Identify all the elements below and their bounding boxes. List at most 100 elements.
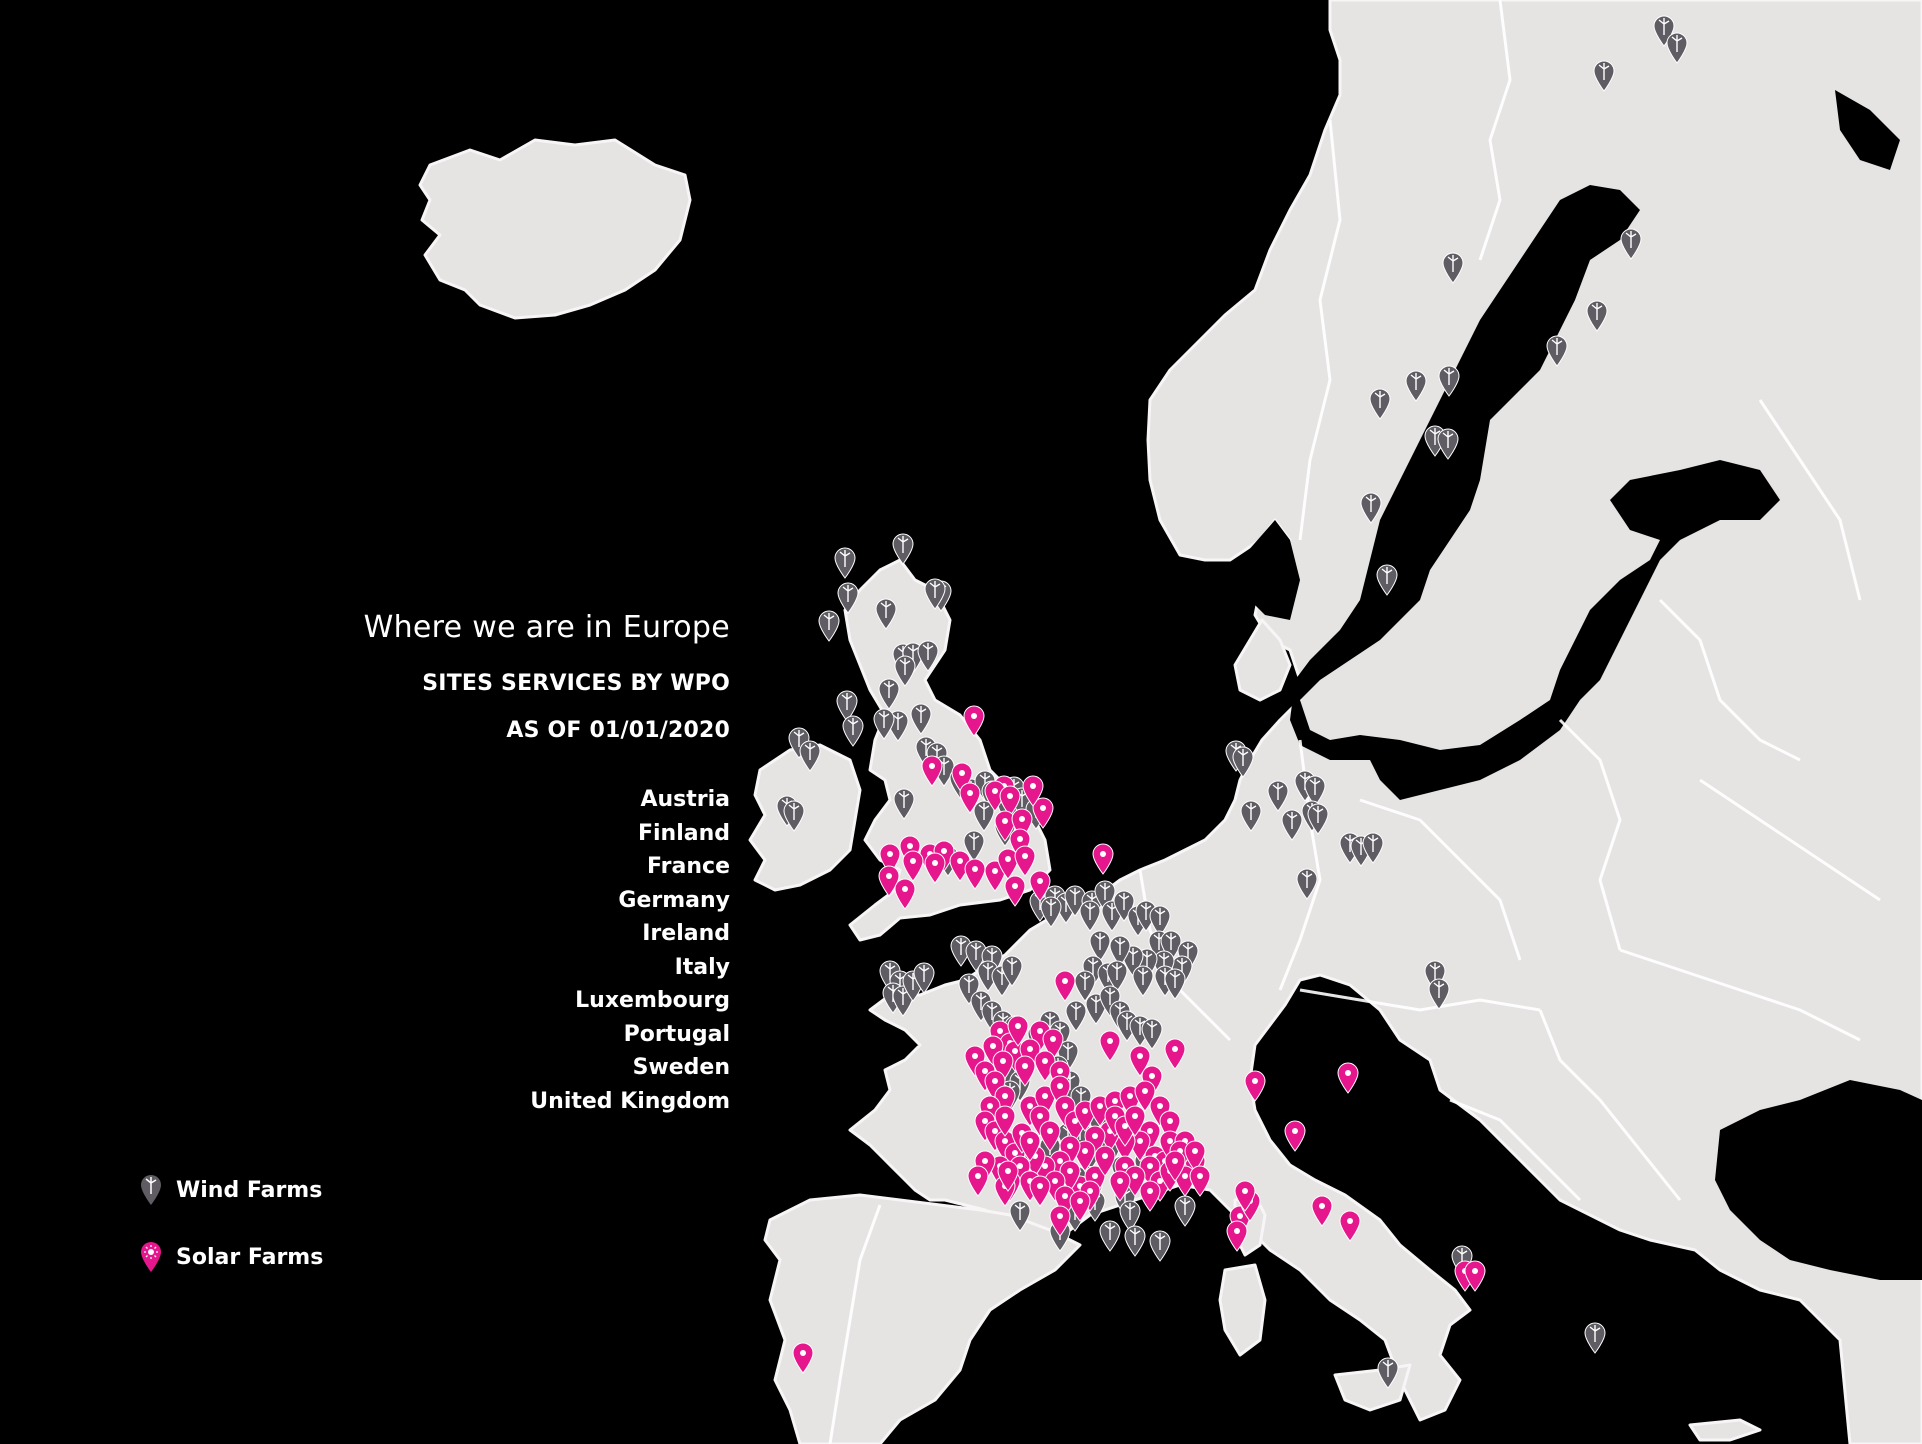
date-line: AS OF 01/01/2020 <box>506 718 730 743</box>
solar-marker <box>994 810 1016 842</box>
land-iceland <box>418 138 692 320</box>
solar-marker <box>1189 1165 1211 1197</box>
solar-marker <box>963 705 985 737</box>
solar-marker <box>1092 843 1114 875</box>
country-item: Ireland <box>642 921 730 946</box>
wind-marker <box>924 578 946 610</box>
legend-solar-label: Solar Farms <box>176 1244 324 1270</box>
solar-marker <box>1164 1150 1186 1182</box>
solar-marker <box>1284 1120 1306 1152</box>
wind-marker <box>1149 1230 1171 1262</box>
solar-marker <box>1464 1260 1486 1292</box>
sea-skagerrak <box>1240 520 1300 620</box>
sea-adriatic <box>1330 1050 1480 1215</box>
country-item: Austria <box>640 787 730 812</box>
wind-marker <box>977 960 999 992</box>
wind-marker <box>1149 905 1171 937</box>
solar-marker <box>1029 870 1051 902</box>
solar-marker <box>1109 1170 1131 1202</box>
country-borders <box>828 0 1881 1444</box>
wind-marker <box>1106 960 1128 992</box>
solar-marker <box>1014 845 1036 877</box>
solar-marker <box>1039 1120 1061 1152</box>
wind-marker <box>950 935 972 967</box>
wind-marker <box>1141 1018 1163 1050</box>
legend-wind: Wind Farms <box>140 1170 323 1210</box>
country-item: France <box>647 854 730 879</box>
solar-marker <box>994 1105 1016 1137</box>
wind-marker <box>1132 965 1154 997</box>
solar-marker <box>1007 1015 1029 1047</box>
solar-marker <box>1054 970 1076 1002</box>
wind-marker <box>1405 370 1427 402</box>
solar-marker <box>1099 1030 1121 1062</box>
site-markers <box>776 15 1688 1389</box>
solar-marker <box>1069 1190 1091 1222</box>
wind-marker <box>834 547 856 579</box>
solar-marker <box>1049 1205 1071 1237</box>
solar-marker <box>792 1342 814 1374</box>
page-title: Where we are in Europe <box>363 610 730 645</box>
wind-marker <box>875 598 897 630</box>
wind-marker <box>1174 1195 1196 1227</box>
solar-marker <box>1164 1038 1186 1070</box>
solar-marker <box>1311 1195 1333 1227</box>
country-item: Luxembourg <box>575 988 730 1013</box>
wind-marker <box>799 740 821 772</box>
solar-marker <box>959 782 981 814</box>
wind-marker <box>1438 365 1460 397</box>
solar-marker <box>1029 1175 1051 1207</box>
wind-marker <box>1437 428 1459 460</box>
solar-marker <box>1094 1145 1116 1177</box>
wind-marker <box>818 610 840 642</box>
solar-marker <box>1234 1180 1256 1212</box>
wind-marker <box>892 533 914 565</box>
wind-marker <box>1593 60 1615 92</box>
solar-marker <box>1014 1055 1036 1087</box>
wind-marker <box>963 830 985 862</box>
wind-marker <box>1119 1200 1141 1232</box>
solar-marker <box>1004 875 1026 907</box>
wind-marker <box>1074 970 1096 1002</box>
solar-marker <box>997 1160 1019 1192</box>
sea-white <box>1835 90 1900 170</box>
wind-marker <box>1666 32 1688 64</box>
legend-wind-label: Wind Farms <box>176 1177 323 1203</box>
land-denmark <box>1233 618 1292 702</box>
solar-marker <box>1139 1180 1161 1212</box>
solar-marker <box>1032 797 1054 829</box>
wind-marker <box>1079 900 1101 932</box>
land-ireland <box>748 743 862 892</box>
wind-marker <box>973 800 995 832</box>
solar-marker <box>894 878 916 910</box>
wind-marker <box>1296 868 1318 900</box>
country-item: Portugal <box>623 1021 730 1047</box>
country-item: Italy <box>674 954 730 980</box>
solar-marker <box>1124 1105 1146 1137</box>
solar-marker <box>967 1165 989 1197</box>
country-item: Sweden <box>632 1055 730 1080</box>
wind-marker <box>1099 1220 1121 1252</box>
wind-marker <box>1009 1200 1031 1232</box>
wind-marker <box>913 962 935 994</box>
solar-marker <box>924 852 946 884</box>
wind-marker <box>1376 564 1398 596</box>
wind-marker <box>1620 228 1642 260</box>
wind-marker <box>1546 335 1568 367</box>
country-list: Austria Finland France Germany Ireland I… <box>290 783 730 1118</box>
sea-black <box>1715 1080 1922 1280</box>
wind-marker <box>1377 1357 1399 1389</box>
wind-marker <box>1369 388 1391 420</box>
sea-aegean <box>1630 1280 1730 1420</box>
wind-marker <box>1124 1225 1146 1257</box>
wind-marker <box>910 703 932 735</box>
wind-marker <box>873 708 895 740</box>
wind-marker <box>893 788 915 820</box>
solar-marker <box>902 850 924 882</box>
wind-marker <box>1360 492 1382 524</box>
land-crete <box>1688 1418 1762 1442</box>
wind-marker <box>1065 1000 1087 1032</box>
land-iberia <box>763 1193 1082 1444</box>
solar-marker <box>1019 1130 1041 1162</box>
